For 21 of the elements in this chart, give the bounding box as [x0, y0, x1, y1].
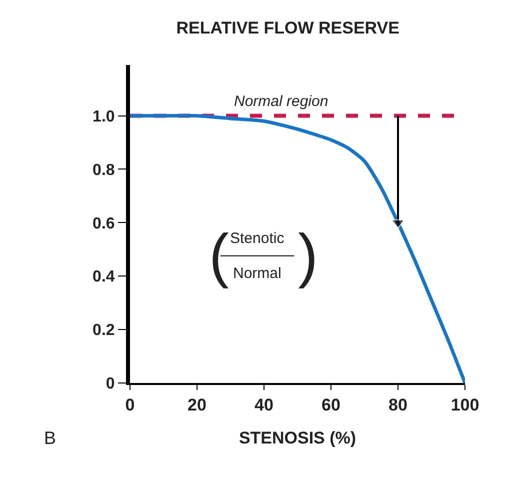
- y-tick-label: 0.8: [92, 162, 115, 179]
- text: B: [44, 428, 56, 448]
- x-tick-label: 60: [322, 395, 340, 414]
- x-tick-label: 40: [254, 395, 274, 414]
- annotation: ): [298, 222, 318, 289]
- y-tick-label: 0.4: [92, 268, 115, 286]
- x-tick-label: 100: [450, 395, 480, 414]
- x-tick-label: 20: [188, 395, 206, 414]
- y-tick-label: 0.6: [92, 215, 115, 232]
- annotation: (: [209, 222, 229, 289]
- x-axis-title: STENOSIS (%): [238, 428, 356, 448]
- annotation: Stenotic: [230, 230, 285, 247]
- y-tick-label: 0: [106, 376, 115, 393]
- annotation: Normal: [233, 265, 282, 282]
- y-tick-label: 1.0: [92, 108, 115, 126]
- y-tick-label: 0.2: [92, 322, 115, 340]
- x-tick-label: 80: [388, 395, 408, 414]
- chart-title: RELATIVE FLOW RESERVE: [176, 18, 400, 38]
- line-series: [130, 114, 465, 383]
- x-tick-label: 0: [125, 395, 135, 414]
- ref-line-label: Normal region: [234, 93, 328, 110]
